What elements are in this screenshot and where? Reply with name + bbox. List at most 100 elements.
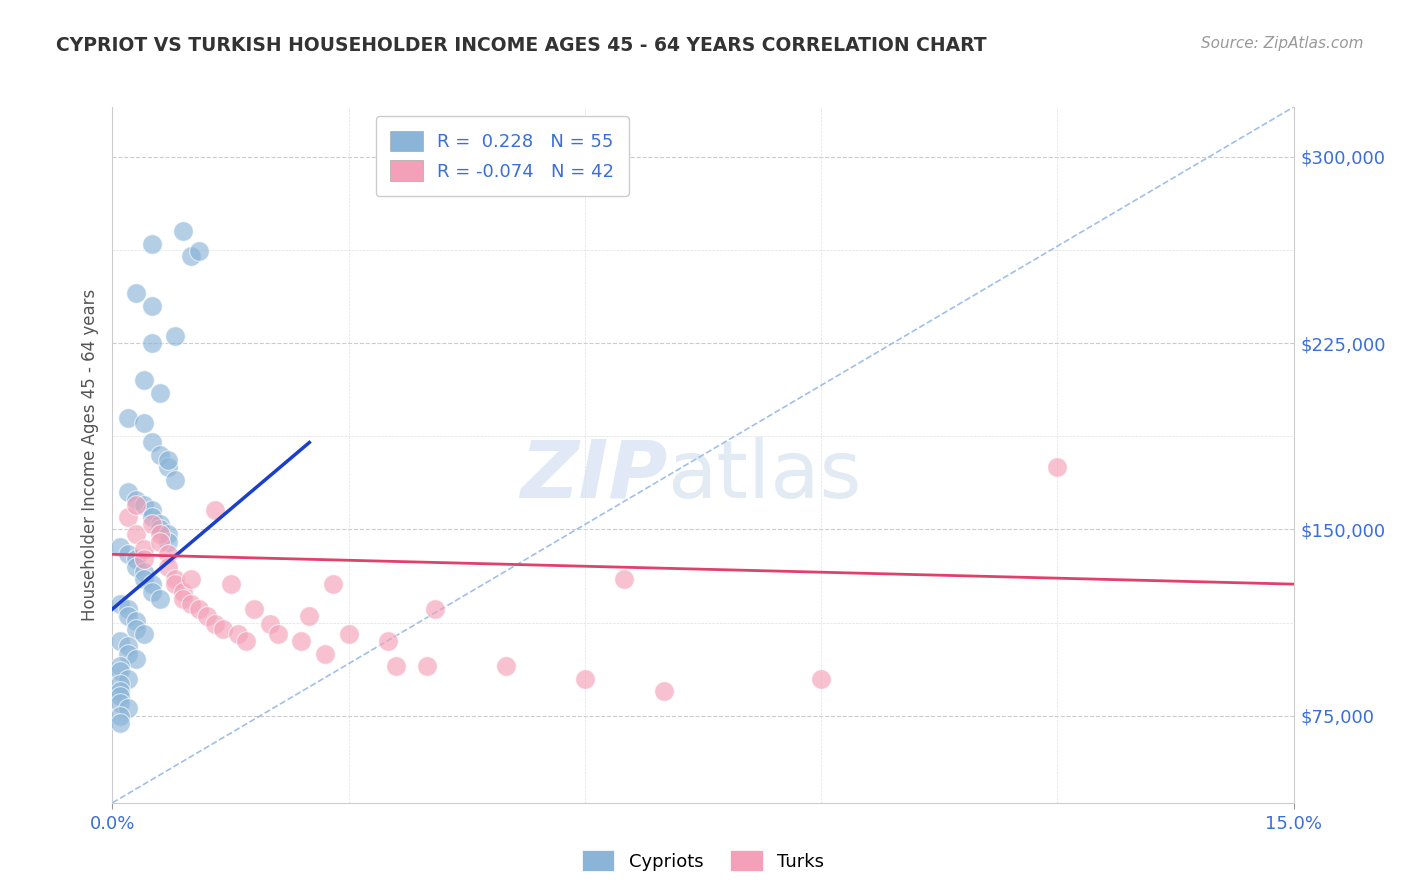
Point: [211, 622, 233, 636]
Point: [125, 552, 148, 566]
Point: [290, 634, 312, 648]
Point: [132, 542, 155, 557]
Point: [156, 527, 179, 541]
Point: [141, 577, 163, 591]
Point: [204, 616, 226, 631]
Point: [165, 577, 187, 591]
Point: [132, 498, 155, 512]
Point: [810, 672, 832, 686]
Point: [314, 647, 336, 661]
Point: [613, 572, 636, 586]
Point: [149, 523, 172, 537]
Point: [141, 510, 163, 524]
Point: [172, 224, 194, 238]
Point: [149, 517, 172, 532]
Point: [125, 498, 148, 512]
Point: [110, 659, 132, 673]
Point: [110, 697, 132, 711]
Text: atlas: atlas: [668, 437, 862, 515]
Point: [110, 684, 132, 698]
Point: [416, 659, 439, 673]
Point: [141, 584, 163, 599]
Point: [219, 577, 242, 591]
Point: [125, 286, 148, 301]
Point: [228, 627, 250, 641]
Point: [156, 453, 179, 467]
Point: [132, 416, 155, 430]
Point: [117, 547, 139, 561]
Point: [165, 572, 187, 586]
Point: [110, 676, 132, 690]
Point: [117, 647, 139, 661]
Point: [117, 485, 139, 500]
Point: [132, 627, 155, 641]
Point: [165, 328, 187, 343]
Point: [652, 684, 675, 698]
Point: [180, 249, 202, 263]
Point: [259, 616, 281, 631]
Point: [117, 410, 139, 425]
Point: [117, 672, 139, 686]
Point: [149, 534, 172, 549]
Point: [298, 609, 321, 624]
Point: [141, 299, 163, 313]
Point: [156, 460, 179, 475]
Point: [188, 244, 211, 259]
Point: [243, 602, 266, 616]
Point: [385, 659, 408, 673]
Point: [125, 527, 148, 541]
Point: [141, 517, 163, 532]
Point: [425, 602, 447, 616]
Point: [141, 236, 163, 251]
Point: [132, 565, 155, 579]
Point: [156, 547, 179, 561]
Point: [141, 502, 163, 516]
Point: [1046, 460, 1069, 475]
Point: [574, 672, 596, 686]
Point: [337, 627, 360, 641]
Point: [132, 552, 155, 566]
Point: [165, 473, 187, 487]
Text: ZIP: ZIP: [520, 437, 668, 515]
Point: [117, 639, 139, 653]
Point: [204, 502, 226, 516]
Point: [132, 373, 155, 387]
Point: [172, 592, 194, 607]
Point: [117, 510, 139, 524]
Legend: R =  0.228   N = 55, R = -0.074   N = 42: R = 0.228 N = 55, R = -0.074 N = 42: [375, 116, 628, 195]
Point: [377, 634, 399, 648]
Point: [110, 540, 132, 554]
Point: [125, 492, 148, 507]
Point: [180, 597, 202, 611]
Point: [125, 559, 148, 574]
Point: [149, 385, 172, 400]
Point: [149, 527, 172, 541]
Point: [110, 634, 132, 648]
Point: [132, 572, 155, 586]
Point: [188, 602, 211, 616]
Legend: Cypriots, Turks: Cypriots, Turks: [575, 843, 831, 879]
Point: [172, 584, 194, 599]
Point: [110, 708, 132, 723]
Point: [156, 534, 179, 549]
Point: [495, 659, 517, 673]
Point: [110, 689, 132, 703]
Point: [141, 336, 163, 351]
Text: Source: ZipAtlas.com: Source: ZipAtlas.com: [1201, 36, 1364, 51]
Point: [125, 651, 148, 665]
Point: [110, 664, 132, 678]
Point: [235, 634, 257, 648]
Point: [117, 609, 139, 624]
Point: [110, 716, 132, 731]
Point: [110, 597, 132, 611]
Point: [117, 701, 139, 715]
Point: [322, 577, 344, 591]
Point: [141, 435, 163, 450]
Point: [117, 602, 139, 616]
Y-axis label: Householder Income Ages 45 - 64 years: Householder Income Ages 45 - 64 years: [80, 289, 98, 621]
Point: [195, 609, 218, 624]
Point: [156, 559, 179, 574]
Text: CYPRIOT VS TURKISH HOUSEHOLDER INCOME AGES 45 - 64 YEARS CORRELATION CHART: CYPRIOT VS TURKISH HOUSEHOLDER INCOME AG…: [56, 36, 987, 54]
Point: [267, 627, 290, 641]
Point: [180, 572, 202, 586]
